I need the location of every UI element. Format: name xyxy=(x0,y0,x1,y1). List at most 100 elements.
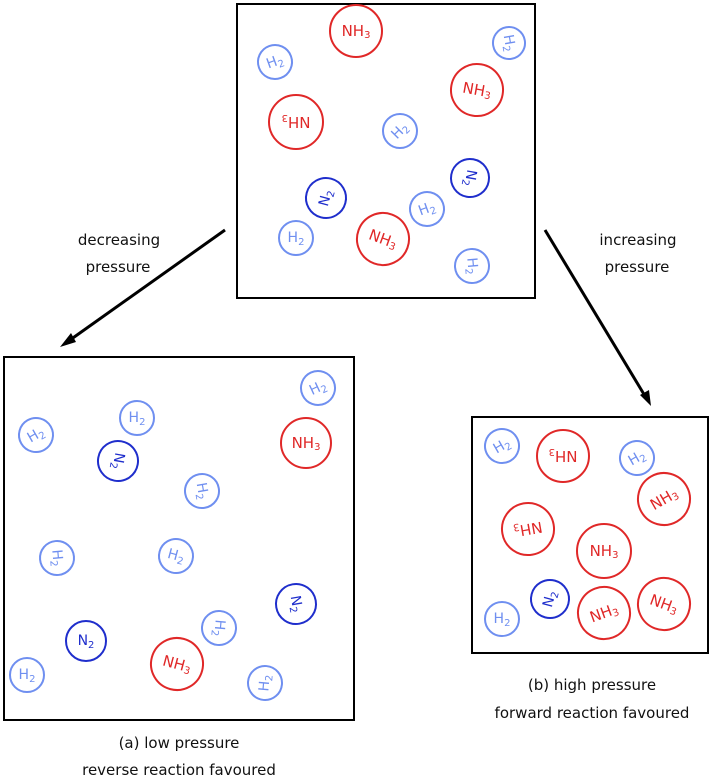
molecule-n2: N2 xyxy=(305,177,347,219)
molecule-circle xyxy=(492,26,526,60)
molecule-circle xyxy=(329,4,383,58)
molecule-h2: H2 xyxy=(9,657,45,693)
molecule-n2: N2 xyxy=(275,583,317,625)
molecule-formula: NH3 xyxy=(292,434,321,453)
molecule-circle xyxy=(637,577,691,631)
molecule-h2: H2 xyxy=(484,428,520,464)
molecule-formula: NH3 xyxy=(549,447,578,466)
molecule-circle xyxy=(275,583,317,625)
right-arrow-label-line1: increasing xyxy=(599,231,676,249)
molecule-circle xyxy=(454,248,490,284)
molecule-h2: H2 xyxy=(454,248,490,284)
molecule-nh3: NH3 xyxy=(637,577,691,631)
caption-a-line2: reverse reaction favoured xyxy=(82,761,276,779)
molecule-h2: H2 xyxy=(201,610,237,646)
molecule-formula: H2 xyxy=(626,447,649,471)
molecule-n2: N2 xyxy=(97,440,139,482)
molecule-nh3: NH3 xyxy=(356,212,410,266)
caption-a-line1: (a) low pressure xyxy=(119,734,240,752)
molecule-formula: N2 xyxy=(107,451,127,471)
molecule-formula: H2 xyxy=(47,549,66,567)
molecule-circle xyxy=(356,212,410,266)
molecule-nh3: NH3 xyxy=(268,94,324,150)
molecule-circle xyxy=(382,113,418,149)
molecule-formula: NH3 xyxy=(342,22,371,41)
molecule-formula: H2 xyxy=(416,199,438,221)
molecule-circle xyxy=(619,440,655,476)
molecule-circle xyxy=(201,610,237,646)
molecule-circle xyxy=(39,540,75,576)
increasing-pressure-arrow xyxy=(543,229,651,406)
molecule-circle xyxy=(150,637,204,691)
molecule-formula: H2 xyxy=(209,619,228,637)
molecule-formula: H2 xyxy=(25,424,48,448)
molecule-formula: NH3 xyxy=(590,542,619,561)
molecule-formula: H2 xyxy=(256,674,275,692)
molecule-h2: H2 xyxy=(409,191,445,227)
molecule-formula: NH3 xyxy=(512,517,544,540)
molecule-nh3: NH3 xyxy=(637,472,691,526)
molecule-formula: N2 xyxy=(459,168,479,188)
molecule-circle xyxy=(158,538,194,574)
molecule-h2: H2 xyxy=(18,417,54,453)
molecule-circle xyxy=(536,429,590,483)
molecule-circle xyxy=(484,601,520,637)
molecule-circle xyxy=(576,523,632,579)
molecule-h2: H2 xyxy=(619,440,655,476)
molecule-formula: H2 xyxy=(462,257,481,275)
molecule-circle xyxy=(409,191,445,227)
molecule-h2: H2 xyxy=(119,400,155,436)
molecule-formula: H2 xyxy=(494,611,511,629)
molecule-formula: NH3 xyxy=(282,113,311,132)
decreasing-pressure-arrow xyxy=(60,228,226,347)
molecule-h2: H2 xyxy=(158,538,194,574)
molecule-nh3: NH3 xyxy=(577,586,631,640)
molecule-n2: N2 xyxy=(65,620,107,662)
molecule-circle xyxy=(305,177,347,219)
molecule-nh3: NH3 xyxy=(576,523,632,579)
left-arrow-label-line2: pressure xyxy=(86,258,151,276)
molecule-circle xyxy=(278,220,314,256)
molecule-formula: H2 xyxy=(264,52,286,74)
left-arrow-label-line1: decreasing xyxy=(78,231,160,249)
high-pressure-box xyxy=(471,416,709,654)
molecule-circle xyxy=(450,158,490,198)
molecule-circle xyxy=(257,44,293,80)
molecule-nh3: NH3 xyxy=(150,637,204,691)
molecule-nh3: NH3 xyxy=(536,429,590,483)
molecule-formula: H2 xyxy=(191,481,211,501)
caption-b-line2: forward reaction favoured xyxy=(495,704,690,722)
molecule-formula: N2 xyxy=(78,633,95,651)
molecule-h2: H2 xyxy=(300,370,336,406)
molecule-nh3: NH3 xyxy=(329,4,383,58)
molecule-circle xyxy=(268,94,324,150)
molecule-formula: NH3 xyxy=(461,79,493,102)
molecule-formula: H2 xyxy=(288,230,305,248)
molecule-circle xyxy=(18,417,54,453)
molecule-n2: N2 xyxy=(450,158,490,198)
molecule-circle xyxy=(450,63,504,117)
molecule-nh3: NH3 xyxy=(280,417,332,469)
molecule-formula: H2 xyxy=(19,667,36,685)
molecule-circle xyxy=(247,665,283,701)
top-panel-molecules: NH3 H2 H2 NH3 NH3 H2 N2 N2 H2 H2 NH3 H2 xyxy=(257,4,526,284)
molecule-h2: H2 xyxy=(382,113,418,149)
molecule-nh3: NH3 xyxy=(450,63,504,117)
molecule-h2: H2 xyxy=(257,44,293,80)
molecule-h2: H2 xyxy=(484,601,520,637)
molecule-circle xyxy=(65,620,107,662)
molecule-circle xyxy=(300,370,336,406)
molecule-circle xyxy=(119,400,155,436)
molecule-formula: N2 xyxy=(540,589,561,610)
molecule-formula: H2 xyxy=(498,33,518,53)
right-arrow-label-line2: pressure xyxy=(605,258,670,276)
molecule-formula: H2 xyxy=(129,410,146,428)
molecule-circle xyxy=(9,657,45,693)
molecule-formula: H2 xyxy=(165,546,186,567)
low-pressure-box xyxy=(3,356,355,721)
molecule-circle xyxy=(484,428,520,464)
molecule-formula: N2 xyxy=(316,188,337,209)
low-panel-molecules: H2 H2 H2 N2 NH3 H2 H2 H2 N2 H2 N2 H2 NH3 H2 xyxy=(9,370,336,701)
